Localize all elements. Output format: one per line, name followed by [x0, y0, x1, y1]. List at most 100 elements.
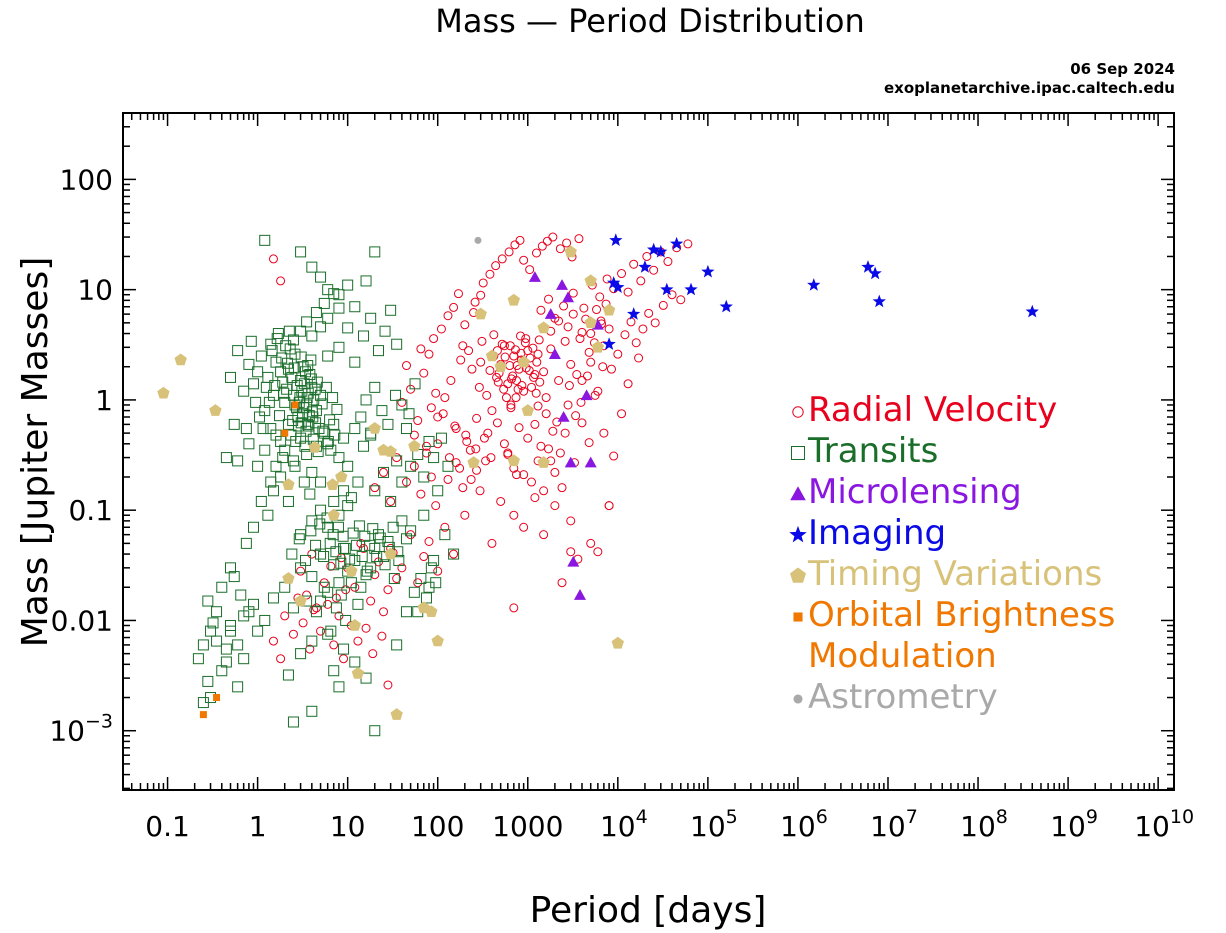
timing-variations-point — [294, 594, 307, 607]
timing-variations-point — [425, 605, 438, 617]
transits-point — [385, 304, 397, 316]
imaging-point — [861, 260, 875, 273]
y-tick-label: 1 — [95, 384, 113, 417]
radial-velocity-point — [323, 599, 333, 609]
transits-point — [232, 639, 244, 651]
transits-point — [337, 530, 349, 542]
radial-velocity-point — [595, 292, 605, 302]
transits-point — [243, 358, 255, 370]
imaging-point — [654, 244, 668, 258]
radial-velocity-point — [276, 276, 286, 286]
transits-point — [259, 234, 271, 246]
radial-velocity-point — [288, 629, 298, 639]
radial-velocity-point — [503, 448, 513, 458]
transits-point — [216, 581, 228, 593]
y-tick-label: 0.01 — [51, 604, 113, 637]
transits-point — [369, 381, 381, 393]
transits-point — [263, 396, 275, 408]
radial-velocity-point — [533, 401, 543, 411]
radial-velocity-point — [453, 289, 463, 299]
radial-velocity-point — [542, 236, 552, 246]
radial-velocity-point — [426, 403, 436, 413]
x-tick-label: 106 — [780, 806, 828, 843]
transits-point — [287, 602, 299, 614]
radial-velocity-point — [604, 501, 614, 511]
transits-point — [353, 520, 365, 532]
radial-velocity-point — [574, 234, 584, 244]
legend-orbital-brightness-modulation-marker — [793, 612, 803, 622]
transits-point — [330, 546, 342, 558]
radial-velocity-point — [530, 419, 540, 429]
radial-velocity-point — [537, 241, 547, 251]
transits-point — [432, 485, 444, 497]
radial-velocity-point — [450, 421, 460, 431]
radial-velocity-point — [617, 409, 627, 419]
legend-orbital-brightness-modulation-label: Orbital Brightness — [808, 595, 1115, 635]
transits-point — [318, 581, 330, 593]
radial-velocity-point — [515, 235, 525, 245]
transits-point — [310, 307, 322, 319]
chart-title: Mass — Period Distribution — [435, 2, 865, 40]
radial-velocity-point — [506, 403, 516, 413]
transits-point — [315, 476, 327, 488]
transits-point — [259, 614, 271, 626]
transits-point — [207, 617, 219, 629]
x-axis-label: Period [days] — [530, 890, 767, 931]
radial-velocity-point — [268, 636, 278, 646]
plot-frame — [122, 112, 1175, 791]
radial-velocity-point — [620, 330, 630, 340]
transits-point — [254, 411, 266, 423]
transits-point — [358, 330, 370, 342]
radial-velocity-point — [366, 596, 376, 606]
legend-microlensing-marker — [790, 486, 806, 501]
transits-point — [211, 606, 223, 618]
radial-velocity-point — [528, 343, 538, 353]
radial-velocity-point — [568, 309, 578, 319]
transits-point — [400, 423, 412, 435]
radial-velocity-point — [268, 254, 278, 264]
microlensing-point — [544, 308, 557, 319]
radial-velocity-point — [555, 448, 565, 458]
radial-velocity-point — [370, 483, 380, 493]
transits-point — [301, 448, 313, 460]
radial-velocity-point — [444, 453, 454, 463]
timing-variations-point — [431, 634, 444, 647]
transits-point — [356, 551, 368, 563]
timing-variations-point — [282, 572, 295, 584]
transits-point — [345, 492, 357, 504]
x-tick-label: 0.1 — [145, 810, 190, 843]
radial-velocity-point — [539, 530, 549, 540]
transits-point — [265, 338, 277, 350]
transits-point — [304, 369, 316, 381]
radial-velocity-point — [617, 269, 627, 279]
transits-point — [287, 716, 299, 728]
radial-velocity-point — [353, 636, 363, 646]
legend-orbital-brightness-modulation-label: Modulation — [808, 636, 997, 676]
transits-point — [393, 554, 405, 566]
radial-velocity-point — [392, 574, 402, 584]
transits-point — [333, 577, 345, 589]
legend-radial-velocity-marker — [792, 406, 804, 418]
transits-point — [439, 529, 451, 541]
radial-velocity-point — [504, 247, 514, 257]
transits-point — [342, 500, 354, 512]
transits-point — [322, 312, 334, 324]
radial-velocity-point — [462, 436, 472, 446]
transits-point — [333, 302, 345, 314]
transits-point — [371, 551, 383, 563]
imaging-point — [611, 280, 625, 293]
radial-velocity-point — [534, 335, 544, 345]
radial-velocity-point — [476, 290, 486, 300]
transits-point — [243, 438, 255, 450]
radial-velocity-point — [519, 386, 529, 396]
radial-velocity-point — [505, 341, 515, 351]
radial-velocity-point — [582, 371, 592, 381]
radial-velocity-point — [644, 308, 654, 318]
orbital-brightness-modulation-point — [199, 711, 207, 719]
radial-velocity-point — [572, 370, 582, 380]
transits-point — [322, 628, 334, 640]
radial-velocity-point — [424, 349, 434, 359]
transits-point — [316, 398, 328, 410]
radial-velocity-point — [544, 444, 554, 454]
radial-velocity-point — [429, 334, 439, 344]
